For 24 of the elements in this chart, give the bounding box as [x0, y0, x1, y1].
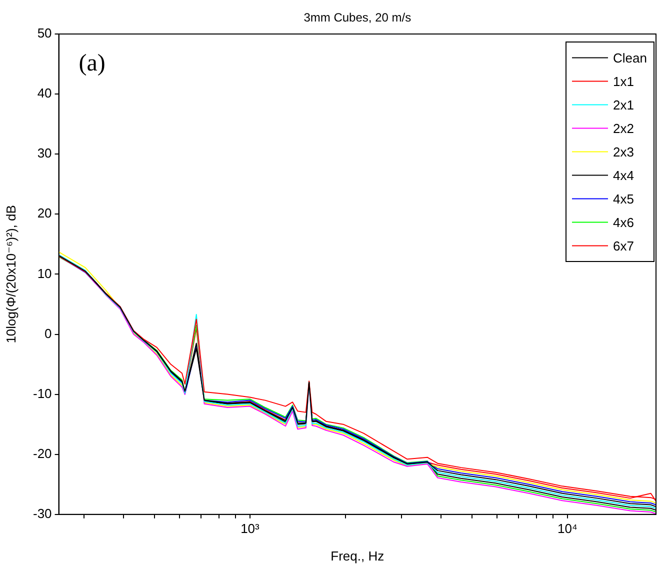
chart-title: 3mm Cubes, 20 m/s: [304, 10, 412, 24]
y-tick-label: 0: [44, 326, 52, 341]
x-axis-title: Freq., Hz: [330, 548, 384, 564]
legend-label: 4x6: [613, 214, 634, 230]
y-tick-label: 30: [37, 146, 52, 161]
annotation: (a): [78, 50, 106, 76]
y-tick-label: -30: [32, 506, 52, 521]
legend-label: 4x4: [613, 168, 634, 183]
x-tick-label: 10³: [240, 520, 260, 536]
legend-label: 2x2: [613, 120, 634, 136]
legend-label: 4x5: [613, 191, 634, 206]
y-axis-title: 10log(Φ/(20x10⁻⁶)²), dB: [4, 205, 19, 344]
legend-label: 6x7: [613, 238, 634, 254]
y-tick-label: -10: [32, 386, 52, 401]
legend-label: 2x1: [613, 97, 634, 112]
y-tick-label: -20: [32, 446, 52, 461]
legend-label: 2x3: [613, 144, 634, 160]
y-tick-label: 40: [37, 86, 52, 101]
y-tick-label: 10: [37, 266, 52, 281]
legend-label: 1x1: [613, 74, 634, 89]
y-tick-label: 50: [37, 26, 52, 41]
x-tick-label: 10⁴: [557, 520, 578, 536]
legend-label: Clean: [613, 50, 647, 66]
y-tick-label: 20: [37, 206, 52, 221]
